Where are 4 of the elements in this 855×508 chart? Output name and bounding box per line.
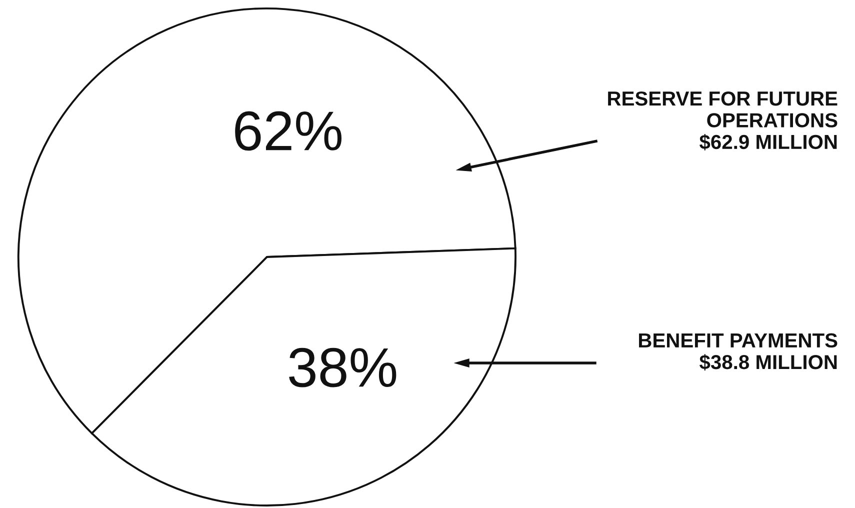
slice-label: RESERVE FOR FUTURE OPERATIONS $62.9 MILLION — [608, 91, 838, 150]
data-label: 62% — [235, 111, 342, 151]
slice-label: BENEFIT PAYMENTS $38.8 MILLION — [639, 333, 838, 371]
data-label: 38% — [289, 348, 396, 388]
